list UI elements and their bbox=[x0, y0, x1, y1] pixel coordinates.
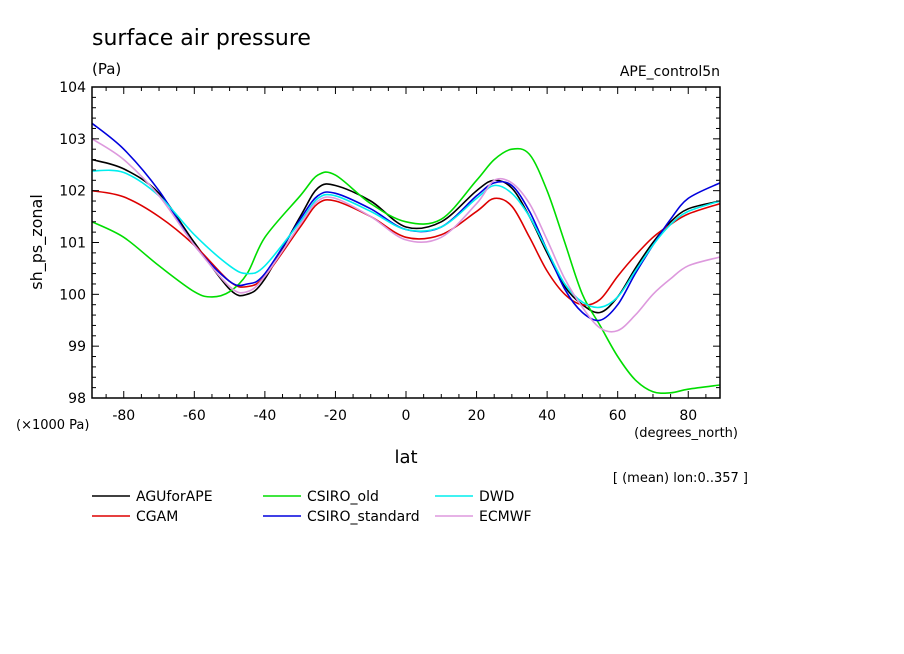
series-line-csiro-standard bbox=[92, 122, 720, 322]
y-tick-label: 98 bbox=[68, 391, 86, 407]
units-label: (Pa) bbox=[92, 60, 121, 78]
mean-note: [ (mean) lon:0..357 ] bbox=[613, 471, 748, 486]
series-line-ecmwf bbox=[92, 138, 720, 333]
run-label: APE_control5n bbox=[620, 64, 720, 80]
x-tick-label: -20 bbox=[324, 408, 347, 424]
chart-title: surface air pressure bbox=[92, 26, 311, 51]
series-line-cgam bbox=[92, 189, 720, 306]
legend-label: DWD bbox=[479, 489, 514, 505]
legend-label: ECMWF bbox=[479, 509, 532, 525]
y-axis-label: sh_ps_zonal bbox=[27, 194, 47, 290]
x-tick-label: 60 bbox=[609, 408, 627, 424]
y-tick-label: 101 bbox=[59, 236, 86, 252]
x-tick-label: 20 bbox=[468, 408, 486, 424]
x-unit-label: (degrees_north) bbox=[634, 426, 738, 441]
legend-label: CSIRO_standard bbox=[307, 509, 420, 525]
x-tick-label: -40 bbox=[253, 408, 276, 424]
y-tick-label: 104 bbox=[59, 80, 86, 96]
y-tick-label: 102 bbox=[59, 184, 86, 200]
y-tick-label: 99 bbox=[68, 339, 86, 355]
legend-label: CSIRO_old bbox=[307, 489, 379, 505]
plot-lines bbox=[92, 122, 720, 395]
plot-frame bbox=[91, 86, 721, 399]
x-tick-label: 0 bbox=[402, 408, 411, 424]
x-tick-label: -60 bbox=[183, 408, 206, 424]
x-tick-label: -80 bbox=[112, 408, 135, 424]
x-tick-label: 40 bbox=[538, 408, 556, 424]
y-tick-label: 100 bbox=[59, 287, 86, 303]
legend-label: AGUforAPE bbox=[136, 489, 213, 505]
series-line-aguforape bbox=[92, 158, 720, 314]
y-tick-label: 103 bbox=[59, 132, 86, 148]
legend-label: CGAM bbox=[136, 509, 178, 525]
series-line-csiro-old bbox=[92, 147, 720, 395]
series-line-dwd bbox=[92, 169, 720, 309]
y-axis-ticks: 98 99 100 101 102 103 104 bbox=[59, 80, 720, 407]
x-axis-label: lat bbox=[394, 447, 417, 468]
y-scale-label: (×1000 Pa) bbox=[16, 418, 89, 433]
legend: AGUforAPE CGAM CSIRO_old CSIRO_standard DWD E… bbox=[92, 489, 532, 525]
x-tick-label: 80 bbox=[679, 408, 697, 424]
x-axis-ticks: -80 -60 -40 -20 0 20 40 60 80 bbox=[105, 87, 707, 424]
